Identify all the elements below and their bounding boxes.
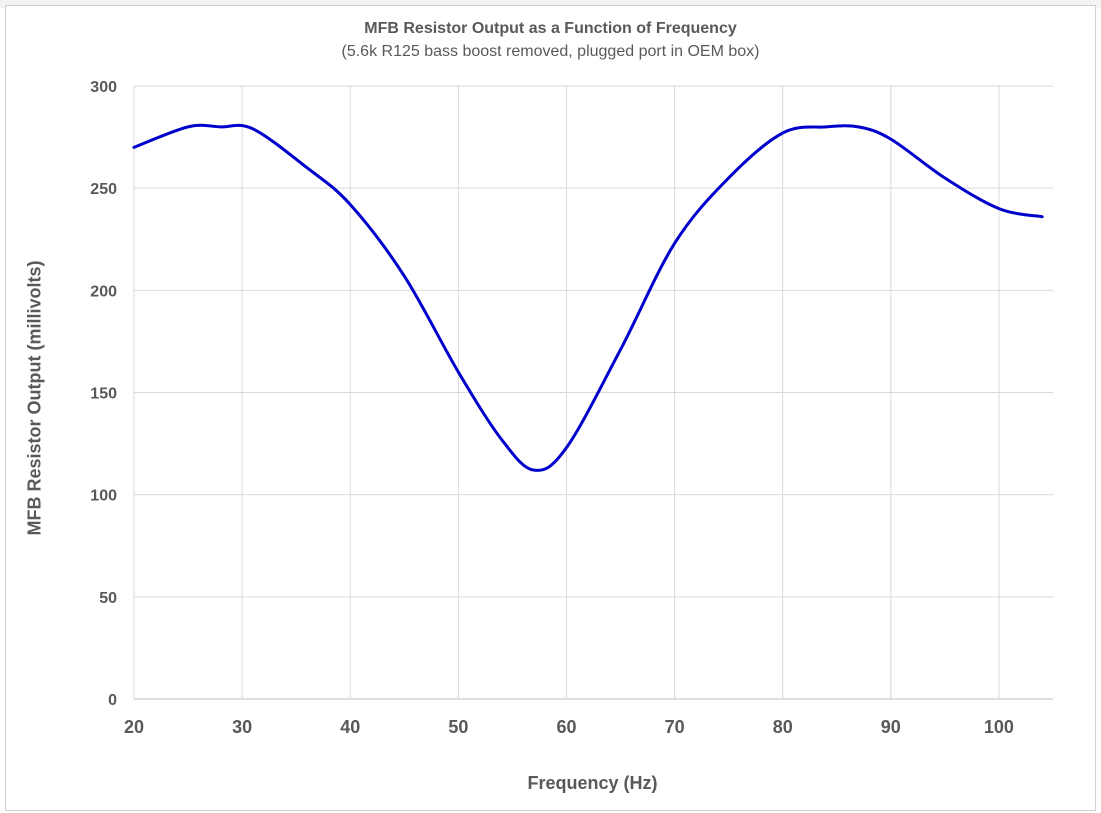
y-tick-label: 200 [90, 283, 117, 300]
x-tick-label: 70 [665, 717, 685, 737]
x-tick-label: 60 [556, 717, 576, 737]
x-tick-label: 30 [232, 717, 252, 737]
y-tick-label: 0 [108, 692, 117, 709]
chart-area[interactable] [5, 5, 1096, 811]
x-tick-label: 50 [448, 717, 468, 737]
x-tick-label: 40 [340, 717, 360, 737]
x-axis-title: Frequency (Hz) [527, 773, 658, 793]
y-tick-label: 250 [90, 181, 117, 198]
y-tick-label: 150 [90, 386, 117, 403]
x-tick-label: 100 [984, 717, 1014, 737]
y-tick-label: 300 [90, 79, 117, 96]
chart-title: MFB Resistor Output as a Function of Fre… [364, 20, 737, 37]
y-tick-label: 50 [99, 590, 117, 607]
x-tick-label: 20 [124, 717, 144, 737]
spreadsheet-background-strip [0, 0, 1101, 8]
y-tick-label: 100 [90, 488, 117, 505]
x-tick-label: 90 [881, 717, 901, 737]
chart-subtitle: (5.6k R125 bass boost removed, plugged p… [341, 43, 760, 60]
x-tick-label: 80 [773, 717, 793, 737]
series-line [132, 123, 1044, 472]
